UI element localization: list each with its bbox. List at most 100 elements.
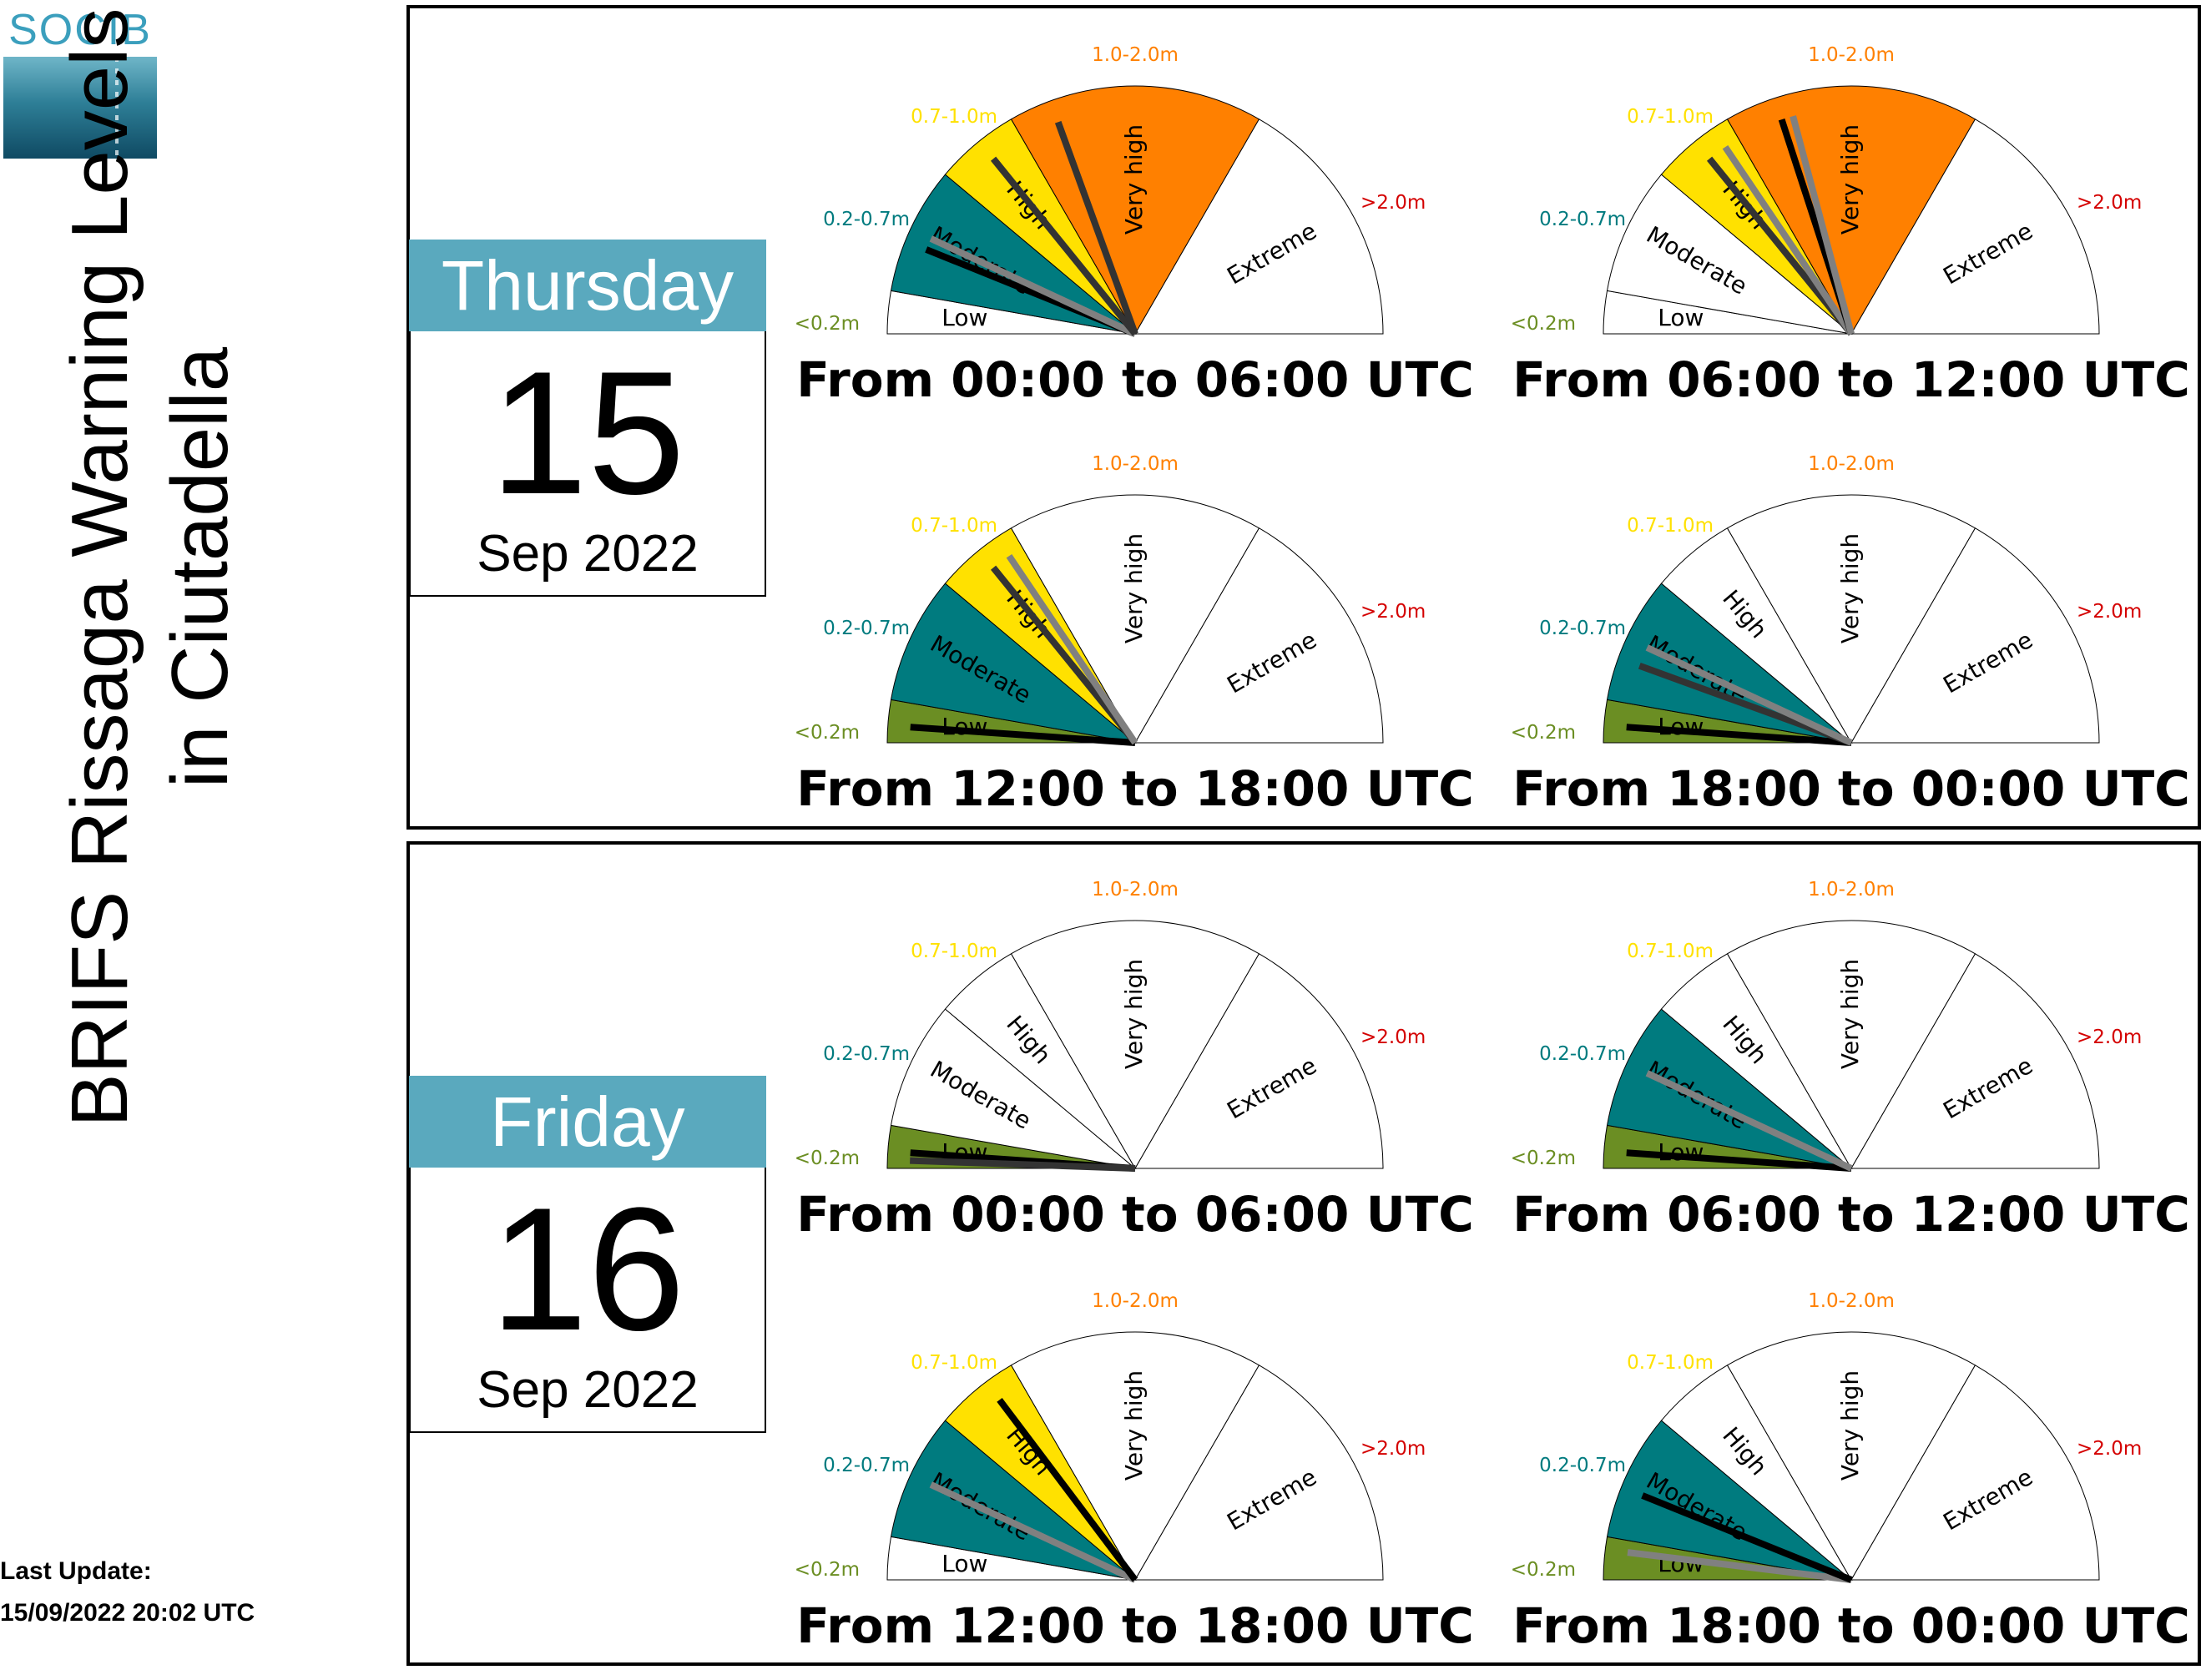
period-caption: From 18:00 to 00:00 UTC [1512, 1597, 2190, 1654]
threshold-label: 1.0-2.0m [1092, 44, 1179, 66]
sector-moderate [1606, 1420, 1853, 1581]
last-update-value: 15/09/2022 20:02 UTC [0, 1599, 255, 1627]
needle-high [990, 156, 1138, 336]
sector-extreme [1850, 119, 2100, 335]
needle-high [997, 1397, 1138, 1582]
category-label: Very high [1120, 124, 1148, 235]
threshold-label: >2.0m [1360, 192, 1426, 214]
threshold-label: 0.7-1.0m [911, 941, 997, 962]
threshold-label: >2.0m [2077, 1027, 2142, 1048]
threshold-label: <0.2m [795, 313, 860, 335]
threshold-label: 0.7-1.0m [1627, 515, 1714, 537]
needle-very-high [1054, 120, 1138, 335]
day-number: 16 [490, 1171, 685, 1367]
day-panel-friday [406, 841, 2201, 1666]
threshold-label: 0.7-1.0m [1627, 941, 1714, 962]
last-update-label: Last Update: [0, 1557, 152, 1585]
needle-low [910, 1157, 1136, 1172]
sector-moderate [890, 583, 1137, 744]
category-label: Very high [1836, 959, 1864, 1069]
threshold-label: <0.2m [1511, 313, 1576, 335]
sector-very-high [1726, 1331, 1976, 1581]
month-year: Sep 2022 [477, 1361, 699, 1419]
period-caption: From 06:00 to 12:00 UTC [1512, 351, 2190, 408]
sector-very-high [1010, 920, 1260, 1169]
category-label: Very high [1836, 1370, 1864, 1481]
threshold-label: 1.0-2.0m [1092, 1290, 1179, 1312]
category-label: Very high [1836, 533, 1864, 643]
logo-text: SOCIB [8, 6, 152, 54]
sector-extreme [1134, 953, 1384, 1169]
page-title: BRIFS Rissaga Warning Levels in Ciutadel… [50, 0, 267, 1402]
sector-moderate [1606, 174, 1853, 335]
period-caption: From 18:00 to 00:00 UTC [1512, 760, 2190, 817]
sector-very-high [1726, 494, 1976, 744]
threshold-label: 0.2-0.7m [823, 618, 910, 639]
threshold-label: <0.2m [1511, 1148, 1576, 1169]
needle-moderate [929, 1481, 1137, 1583]
category-label: Very high [1120, 533, 1148, 643]
period-caption: From 12:00 to 18:00 UTC [796, 760, 1474, 817]
needle-high [1722, 144, 1855, 336]
threshold-label: 1.0-2.0m [1808, 1290, 1895, 1312]
threshold-label: 1.0-2.0m [1808, 879, 1895, 901]
threshold-label: 1.0-2.0m [1092, 453, 1179, 475]
sector-extreme [1850, 527, 2100, 744]
socib-logo: SOCIB [3, 5, 157, 159]
day-name: Friday [409, 1076, 766, 1168]
sector-extreme [1850, 953, 2100, 1169]
threshold-label: 1.0-2.0m [1808, 44, 1895, 66]
needle-low [1626, 724, 1852, 746]
logo-dots [115, 57, 119, 159]
day-card-thursday: Thursday 15 Sep 2022 [409, 240, 766, 597]
threshold-label: <0.2m [795, 1559, 860, 1581]
threshold-label: 0.7-1.0m [911, 515, 997, 537]
logo-wave-graphic [3, 57, 157, 159]
category-label: Very high [1120, 1370, 1148, 1481]
day-date: 16 Sep 2022 [409, 1168, 766, 1433]
needle-very-high [1790, 115, 1855, 335]
sector-very-high [1726, 920, 1976, 1169]
period-caption: From 00:00 to 06:00 UTC [796, 351, 1474, 408]
sector-extreme [1134, 527, 1384, 744]
needle-low [1626, 1149, 1852, 1172]
sector-moderate [890, 174, 1137, 335]
needle-moderate [929, 235, 1137, 337]
needle-high [1006, 553, 1138, 745]
threshold-label: 0.7-1.0m [1627, 1352, 1714, 1374]
sector-moderate [890, 1420, 1137, 1581]
threshold-label: 0.2-0.7m [823, 1043, 910, 1065]
threshold-label: 0.2-0.7m [823, 1455, 910, 1476]
threshold-label: 0.2-0.7m [1539, 209, 1626, 230]
threshold-label: 0.2-0.7m [823, 209, 910, 230]
threshold-label: <0.2m [795, 722, 860, 744]
needle-low [1627, 1549, 1852, 1583]
day-panel-thursday [406, 5, 2201, 830]
threshold-label: <0.2m [795, 1148, 860, 1169]
threshold-label: 0.2-0.7m [1539, 1043, 1626, 1065]
title-line-1: BRIFS Rissaga Warning Levels [55, 8, 144, 1128]
month-year: Sep 2022 [477, 525, 699, 583]
threshold-label: 1.0-2.0m [1092, 879, 1179, 901]
threshold-label: >2.0m [1360, 601, 1426, 623]
threshold-label: >2.0m [1360, 1027, 1426, 1048]
threshold-label: >2.0m [2077, 192, 2142, 214]
threshold-label: 0.7-1.0m [1627, 106, 1714, 128]
period-caption: From 06:00 to 12:00 UTC [1512, 1186, 2190, 1243]
threshold-label: >2.0m [2077, 601, 2142, 623]
period-caption: From 00:00 to 06:00 UTC [796, 1186, 1474, 1243]
sector-moderate [890, 1008, 1137, 1169]
sector-moderate [1606, 1008, 1853, 1169]
period-caption: From 12:00 to 18:00 UTC [796, 1597, 1474, 1654]
threshold-label: 1.0-2.0m [1808, 453, 1895, 475]
threshold-label: 0.7-1.0m [911, 1352, 997, 1374]
threshold-label: 0.2-0.7m [1539, 618, 1626, 639]
sector-extreme [1850, 1365, 2100, 1581]
threshold-label: >2.0m [1360, 1438, 1426, 1460]
